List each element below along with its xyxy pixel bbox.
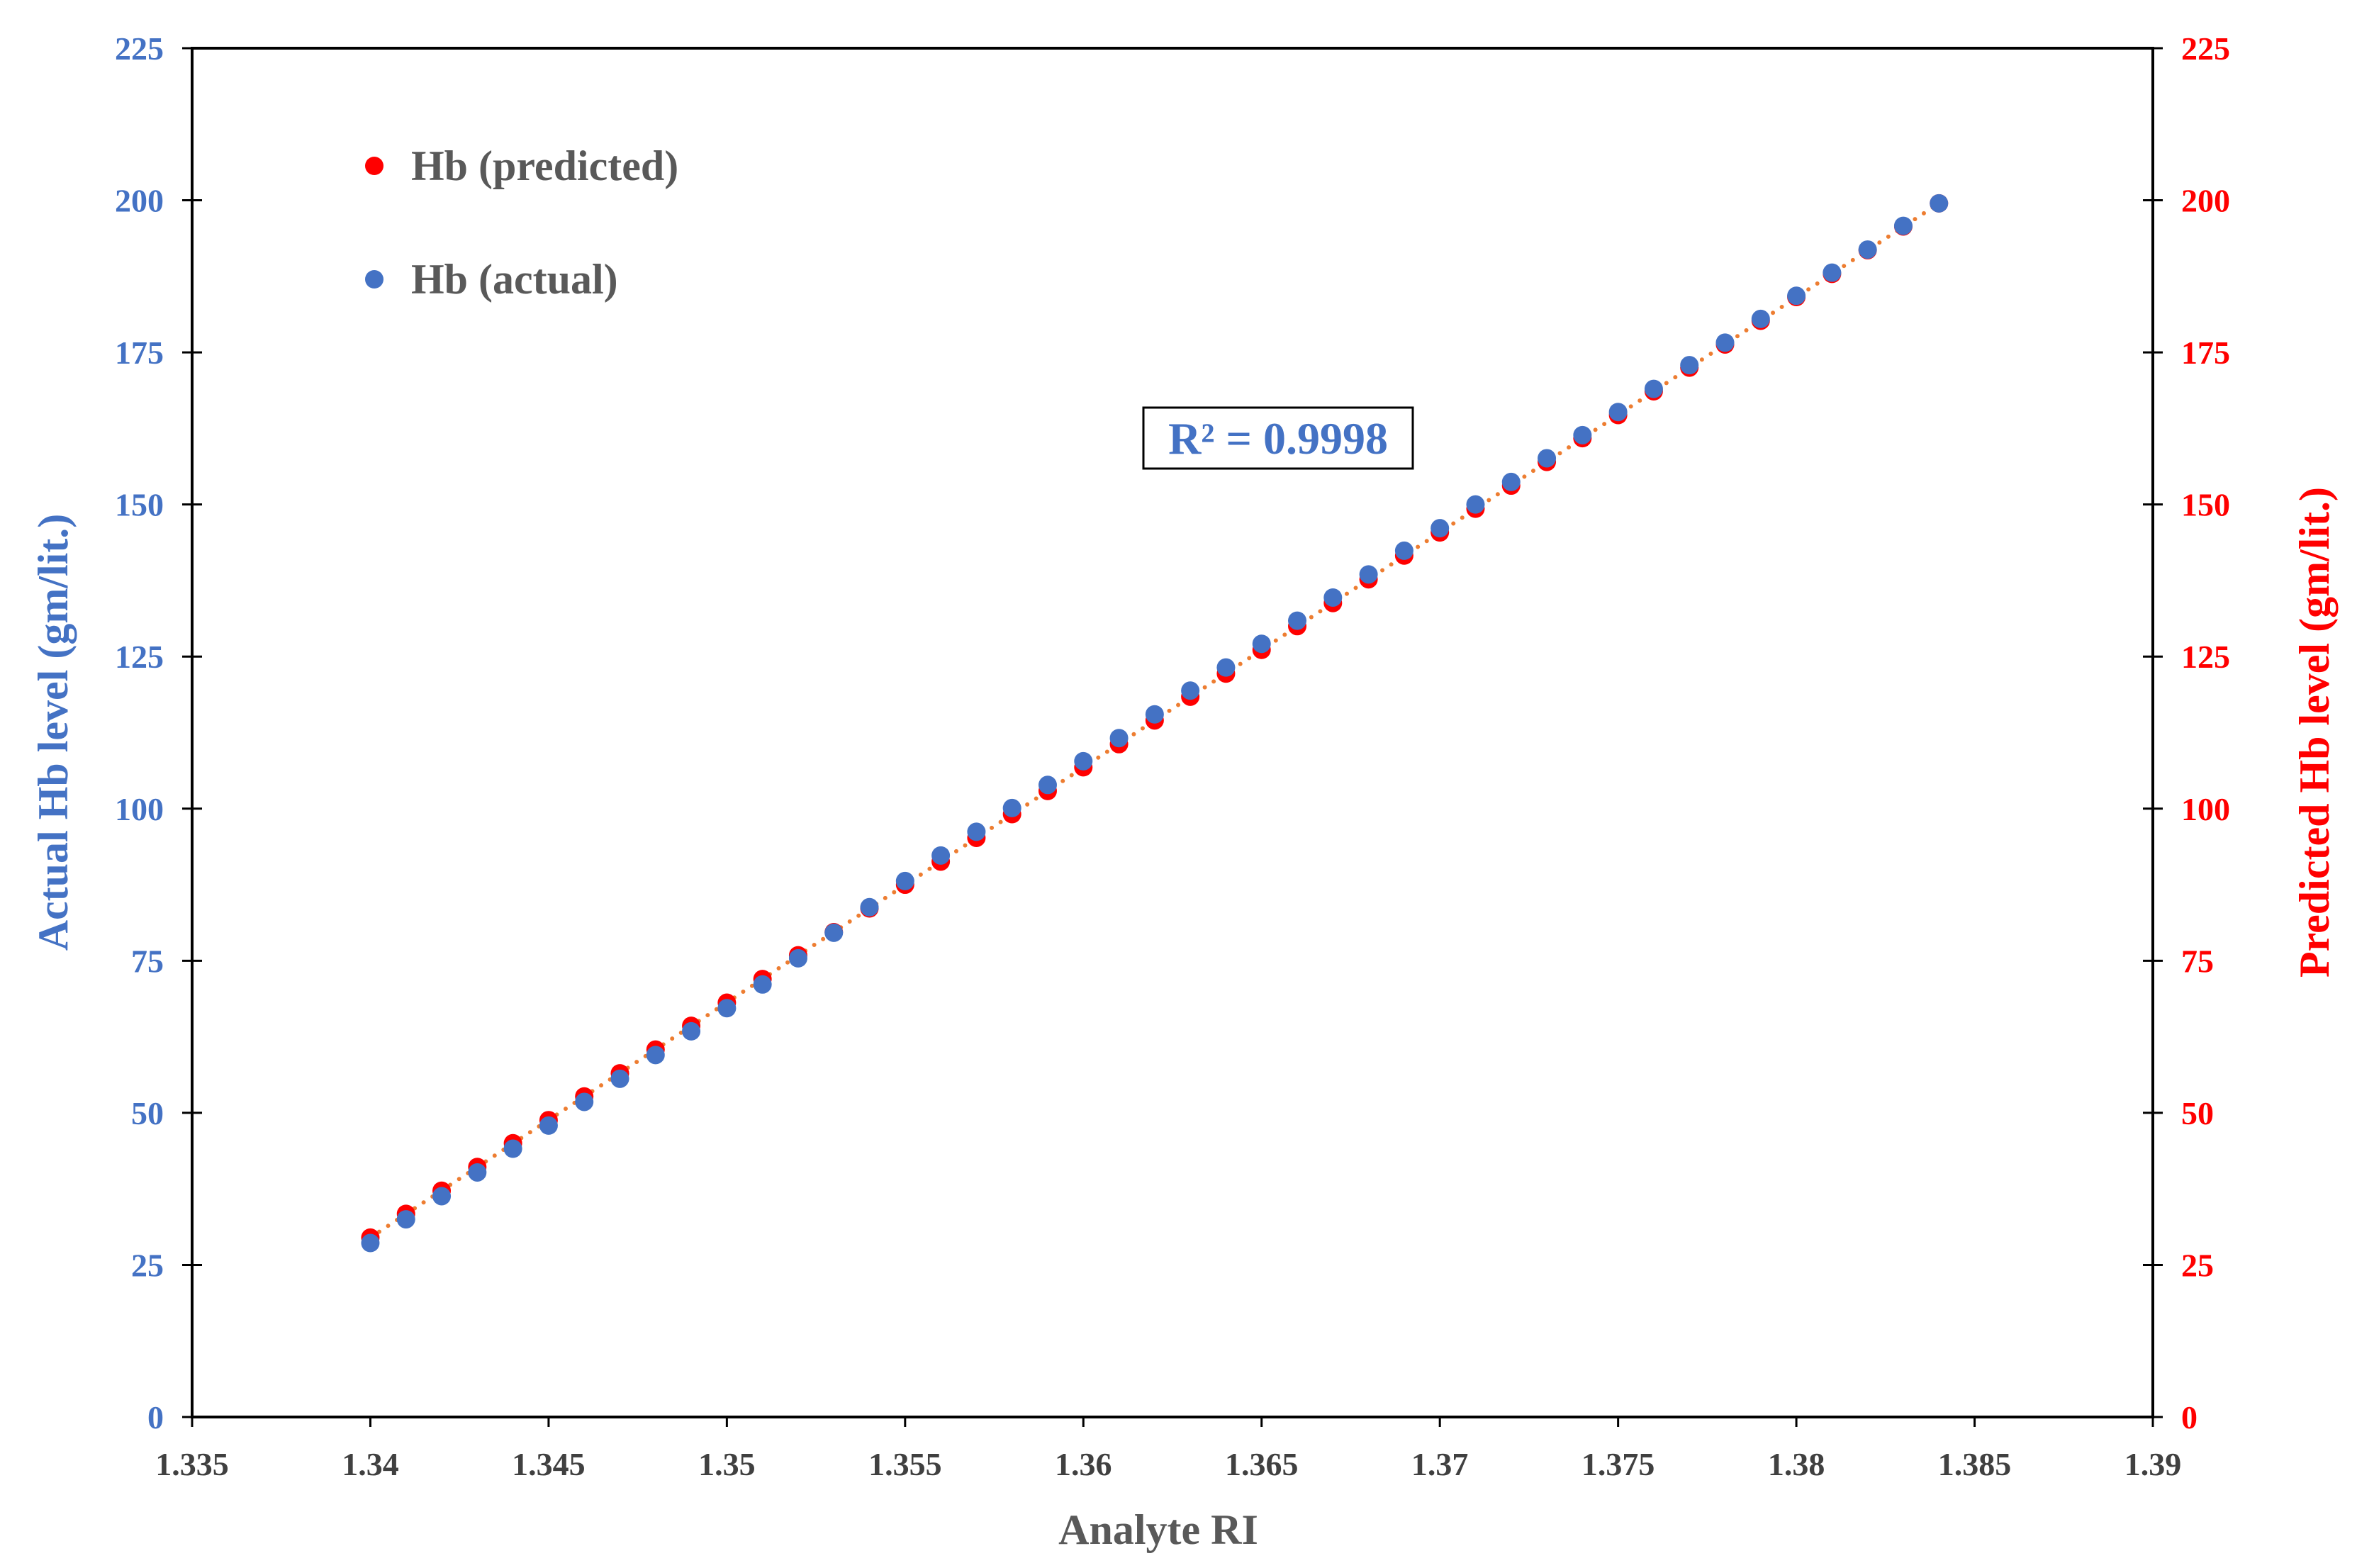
actual-point	[788, 948, 807, 968]
actual-point	[1858, 240, 1877, 259]
right-y-tick-label: 225	[2181, 30, 2230, 67]
legend-label-predicted: Hb (predicted)	[411, 142, 678, 189]
right-y-tick-label: 25	[2181, 1247, 2214, 1283]
left-y-tick-label: 0	[147, 1399, 164, 1435]
actual-point	[1038, 775, 1057, 795]
actual-point	[1145, 705, 1164, 724]
left-y-tick-label: 225	[115, 30, 164, 67]
actual-point	[1893, 216, 1913, 235]
actual-point	[1074, 751, 1093, 771]
actual-point	[1323, 588, 1343, 607]
x-tick-label: 1.385	[1938, 1446, 2012, 1482]
right-y-tick-label: 125	[2181, 639, 2230, 675]
actual-point	[610, 1069, 629, 1088]
left-y-tick-label: 75	[131, 943, 164, 979]
actual-point	[1930, 194, 1949, 213]
actual-point	[503, 1139, 522, 1158]
plot-frame	[191, 47, 2154, 1418]
actual-point	[539, 1116, 558, 1135]
x-tick-label: 1.35	[698, 1446, 756, 1482]
actual-point	[1431, 519, 1450, 538]
actual-point	[682, 1021, 701, 1041]
actual-point	[1573, 425, 1592, 444]
left-y-tick-label: 50	[131, 1095, 164, 1131]
right-y-tick-label: 175	[2181, 335, 2230, 371]
actual-point	[1751, 309, 1770, 328]
right-y-tick-label: 75	[2181, 943, 2214, 979]
actual-point	[468, 1163, 487, 1182]
actual-point	[575, 1092, 594, 1111]
actual-point	[432, 1187, 452, 1206]
x-tick-label: 1.37	[1411, 1446, 1469, 1482]
actual-point	[1823, 263, 1842, 282]
annotation-box	[1142, 406, 1414, 470]
legend-marker-actual	[365, 270, 383, 289]
actual-point	[1216, 658, 1236, 677]
x-tick-label: 1.365	[1225, 1446, 1299, 1482]
actual-point	[824, 923, 844, 942]
right-y-tick-label: 150	[2181, 487, 2230, 523]
actual-point	[1181, 681, 1200, 700]
left-y-tick-label: 150	[115, 487, 164, 523]
left-y-tick-label: 100	[115, 791, 164, 827]
left-y-axis-title: Actual Hb level (gm/lit.)	[30, 514, 77, 951]
x-tick-label: 1.345	[512, 1446, 586, 1482]
legend-label-actual: Hb (actual)	[411, 256, 618, 303]
x-tick-label: 1.38	[1768, 1446, 1825, 1482]
actual-point	[895, 871, 914, 890]
x-tick-label: 1.335	[155, 1446, 229, 1482]
actual-point	[967, 822, 986, 841]
actual-point	[1466, 495, 1485, 514]
r-squared-annotation: R² = 0.9998	[1142, 406, 1414, 470]
legend-marker-predicted	[365, 157, 383, 175]
actual-point	[1252, 634, 1271, 654]
right-y-axis-title: Predicted Hb level (gm/lit.)	[2291, 487, 2338, 978]
actual-point	[753, 975, 772, 994]
actual-point	[1538, 449, 1557, 468]
right-y-tick-label: 200	[2181, 183, 2230, 219]
annotation-text: R² = 0.9998	[1168, 413, 1388, 464]
left-y-tick-label: 200	[115, 183, 164, 219]
actual-point	[1608, 403, 1628, 422]
right-y-tick-label: 0	[2181, 1399, 2198, 1435]
actual-point	[396, 1210, 415, 1229]
actual-point	[931, 846, 951, 865]
x-tick-label: 1.39	[2124, 1446, 2182, 1482]
actual-point	[1501, 472, 1521, 491]
x-tick-label: 1.355	[868, 1446, 942, 1482]
legend: Hb (predicted) Hb (actual)	[365, 142, 678, 303]
actual-point	[646, 1046, 665, 1065]
actual-point	[1002, 798, 1021, 817]
right-y-tick-label: 50	[2181, 1095, 2214, 1131]
actual-point	[1644, 379, 1663, 398]
x-axis-title: Analyte RI	[1058, 1506, 1258, 1553]
right-y-tick-label: 100	[2181, 791, 2230, 827]
actual-point	[1394, 541, 1413, 560]
actual-point	[1715, 333, 1735, 352]
x-tick-label: 1.34	[342, 1446, 399, 1482]
left-y-tick-label: 25	[131, 1247, 164, 1283]
actual-point	[1288, 611, 1307, 630]
actual-point	[860, 897, 879, 917]
actual-point	[1680, 356, 1699, 375]
actual-point	[361, 1233, 380, 1253]
left-y-tick-label: 125	[115, 639, 164, 675]
x-tick-label: 1.375	[1581, 1446, 1655, 1482]
actual-point	[1109, 729, 1129, 748]
actual-point	[1359, 565, 1378, 584]
actual-point	[1787, 286, 1806, 306]
x-tick-label: 1.36	[1055, 1446, 1112, 1482]
left-y-tick-label: 175	[115, 335, 164, 371]
actual-point	[717, 999, 737, 1018]
